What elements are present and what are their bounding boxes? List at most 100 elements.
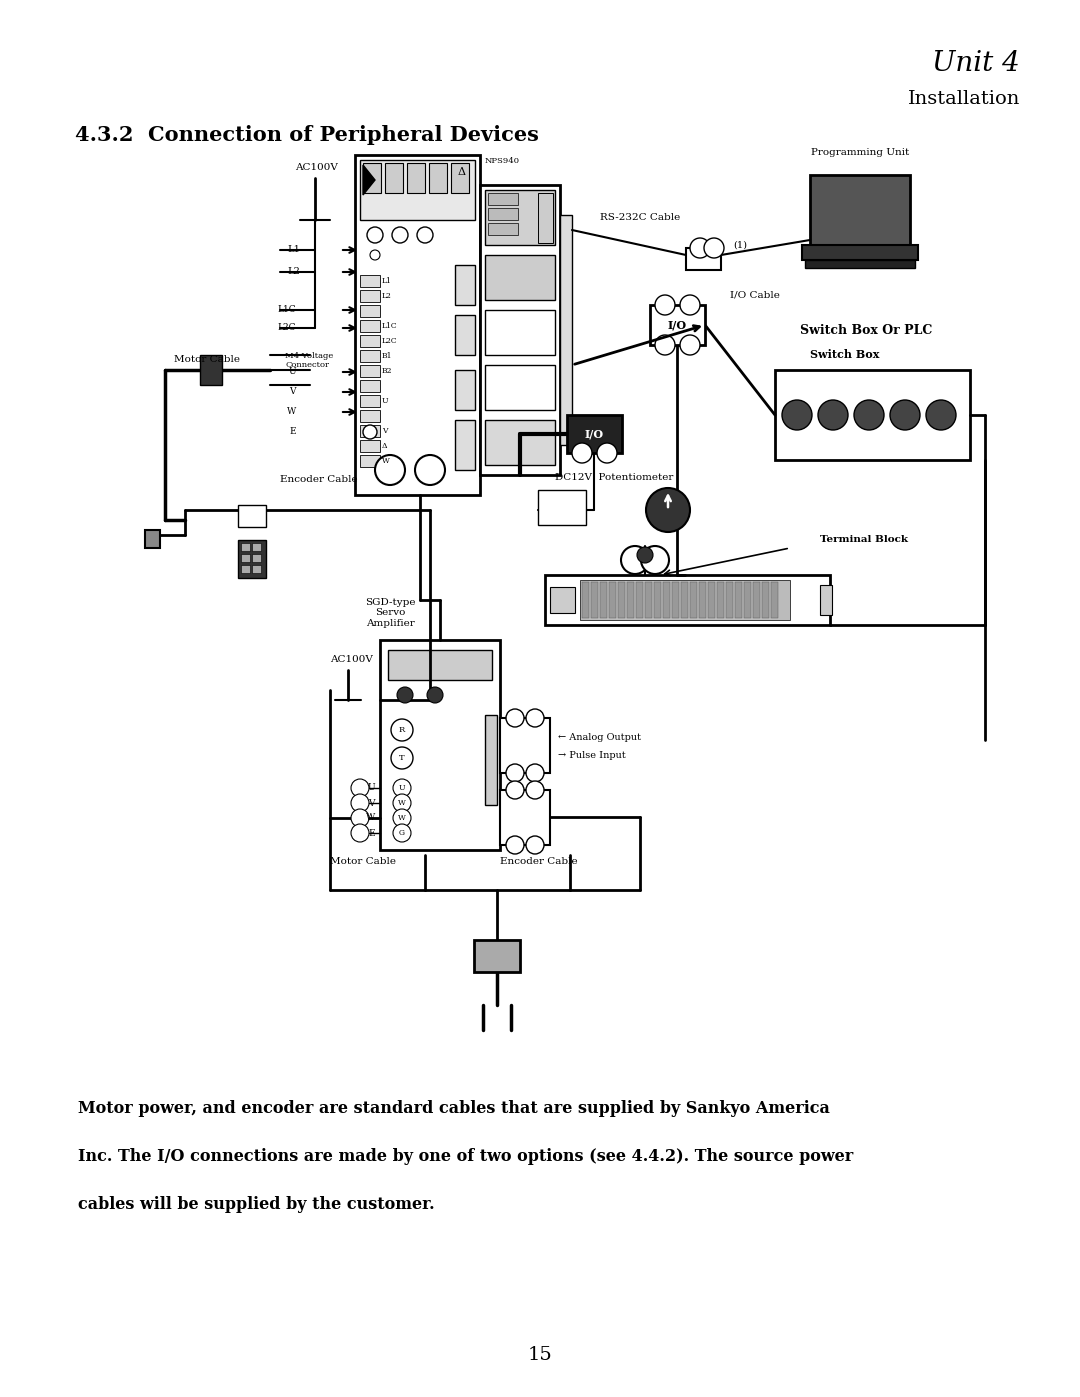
Text: W: W: [366, 813, 375, 823]
Bar: [771, 583, 778, 617]
Bar: [363, 163, 381, 193]
Bar: [241, 555, 249, 562]
Bar: [654, 583, 661, 617]
Circle shape: [526, 835, 544, 854]
Bar: [567, 415, 622, 453]
Bar: [455, 314, 475, 355]
Circle shape: [646, 488, 690, 532]
Bar: [455, 265, 475, 305]
Text: Δ: Δ: [382, 441, 388, 450]
Bar: [500, 789, 550, 845]
Circle shape: [572, 443, 592, 462]
Text: B2: B2: [382, 367, 392, 374]
Text: Inc. The I/O connections are made by one of two options (see 4.4.2). The source : Inc. The I/O connections are made by one…: [78, 1148, 853, 1165]
Bar: [360, 395, 380, 407]
Bar: [360, 161, 475, 219]
Bar: [252, 543, 261, 550]
Bar: [474, 940, 519, 972]
Bar: [681, 583, 688, 617]
Circle shape: [854, 400, 885, 430]
Bar: [762, 583, 769, 617]
Text: Δ: Δ: [458, 168, 465, 177]
Circle shape: [351, 809, 369, 827]
Circle shape: [363, 425, 377, 439]
Text: AC100V: AC100V: [330, 655, 373, 665]
Text: cables will be supplied by the customer.: cables will be supplied by the customer.: [78, 1196, 434, 1213]
Bar: [360, 409, 380, 422]
Circle shape: [507, 781, 524, 799]
Bar: [810, 175, 910, 244]
Bar: [485, 365, 555, 409]
Text: W: W: [399, 814, 406, 821]
Bar: [488, 193, 518, 205]
Bar: [650, 305, 705, 345]
Bar: [360, 320, 380, 332]
Text: SGD-type
Servo
Amplifier: SGD-type Servo Amplifier: [365, 598, 415, 627]
Bar: [455, 370, 475, 409]
Circle shape: [690, 237, 710, 258]
Text: Installation: Installation: [907, 89, 1020, 108]
Text: L2: L2: [287, 267, 300, 277]
Bar: [802, 244, 918, 260]
Bar: [690, 583, 697, 617]
Circle shape: [926, 400, 956, 430]
Bar: [360, 351, 380, 362]
Bar: [360, 455, 380, 467]
Bar: [485, 310, 555, 355]
Bar: [488, 208, 518, 219]
Circle shape: [393, 780, 411, 798]
Bar: [591, 583, 598, 617]
Circle shape: [704, 237, 724, 258]
Bar: [726, 583, 733, 617]
Bar: [717, 583, 724, 617]
Circle shape: [680, 295, 700, 314]
Bar: [538, 193, 553, 243]
Text: Motor Cable: Motor Cable: [174, 355, 240, 365]
Bar: [145, 529, 160, 548]
Text: → Pulse Input: → Pulse Input: [558, 752, 625, 760]
Circle shape: [621, 546, 649, 574]
Circle shape: [391, 719, 413, 740]
Text: V: V: [289, 387, 296, 397]
Bar: [775, 370, 970, 460]
Bar: [627, 583, 634, 617]
Bar: [388, 650, 492, 680]
Circle shape: [397, 687, 413, 703]
Text: Unit 4: Unit 4: [932, 50, 1020, 77]
Circle shape: [642, 546, 669, 574]
Bar: [252, 564, 261, 573]
Text: V: V: [368, 799, 375, 807]
Bar: [618, 583, 625, 617]
Bar: [820, 585, 832, 615]
Bar: [200, 355, 222, 386]
Text: U: U: [382, 397, 389, 405]
Circle shape: [637, 548, 653, 563]
Bar: [708, 583, 715, 617]
Text: Programming Unit: Programming Unit: [811, 148, 909, 156]
Text: V: V: [382, 427, 388, 434]
Circle shape: [818, 400, 848, 430]
Text: L1: L1: [287, 246, 300, 254]
Circle shape: [890, 400, 920, 430]
Text: Encoder Cable: Encoder Cable: [500, 858, 578, 866]
Text: ← Analog Output: ← Analog Output: [558, 733, 642, 742]
Circle shape: [375, 455, 405, 485]
Circle shape: [391, 747, 413, 768]
Text: DC12V  Potentiometer: DC12V Potentiometer: [555, 474, 673, 482]
Text: Switch Box Or PLC: Switch Box Or PLC: [800, 324, 932, 337]
Bar: [663, 583, 670, 617]
Text: 15: 15: [528, 1345, 552, 1363]
Bar: [241, 564, 249, 573]
Bar: [241, 543, 249, 550]
Circle shape: [526, 781, 544, 799]
Text: L1: L1: [382, 277, 392, 285]
Circle shape: [654, 335, 675, 355]
Text: M4 Voltage
Connector: M4 Voltage Connector: [285, 352, 334, 369]
Bar: [480, 184, 561, 475]
Bar: [384, 163, 403, 193]
Circle shape: [526, 764, 544, 782]
Text: B1: B1: [382, 352, 392, 360]
Bar: [455, 420, 475, 469]
Text: W: W: [399, 799, 406, 807]
Text: Motor Cable: Motor Cable: [330, 858, 396, 866]
